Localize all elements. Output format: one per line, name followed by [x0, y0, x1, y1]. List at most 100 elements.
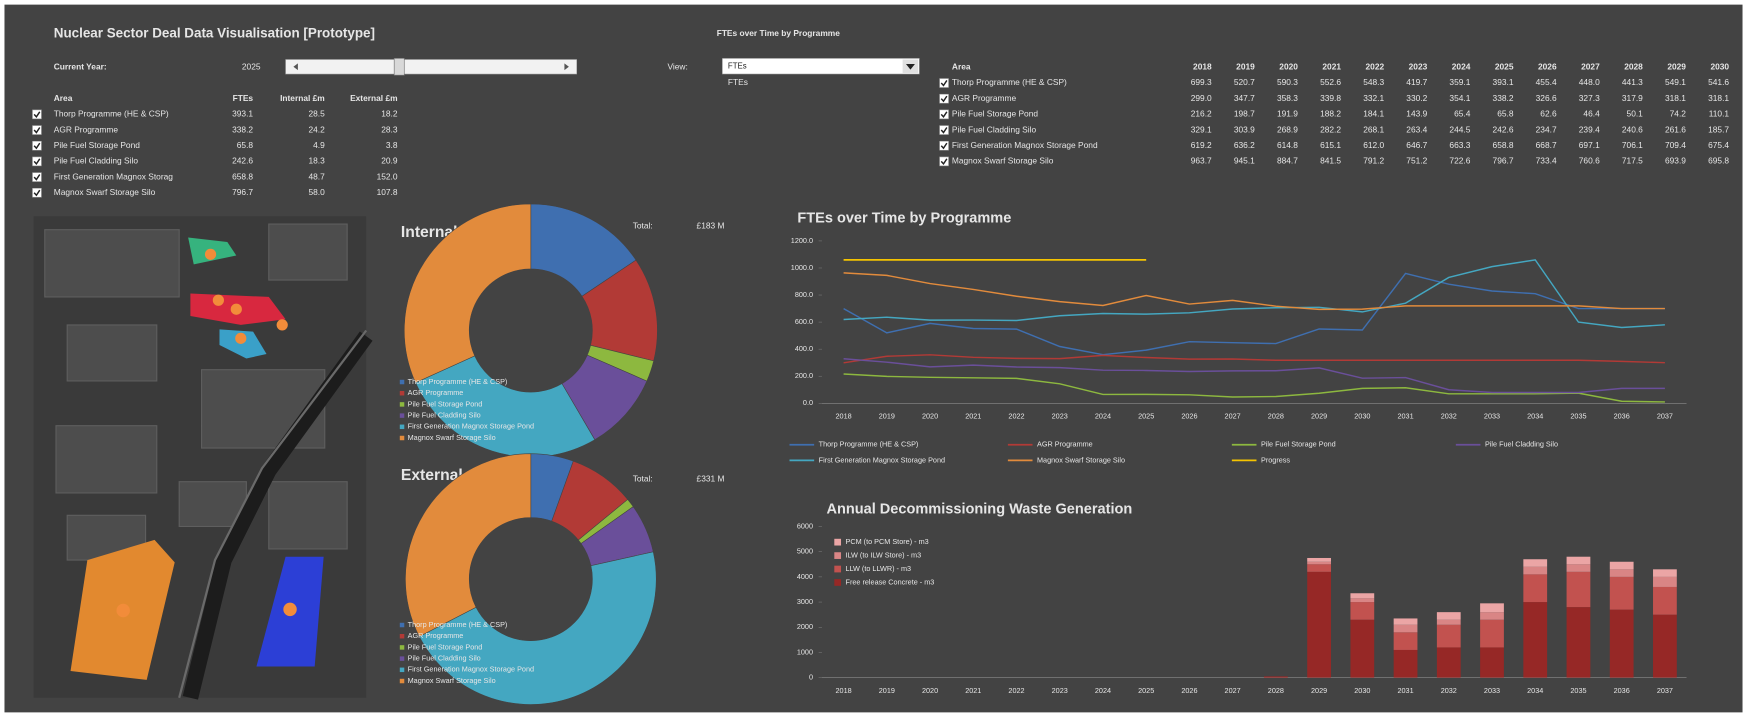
table-cell: 65.4: [1454, 109, 1471, 119]
checkbox[interactable]: [940, 79, 949, 88]
year-slider[interactable]: [286, 59, 577, 74]
checkbox[interactable]: [32, 173, 41, 182]
table-cell: 520.7: [1234, 77, 1255, 87]
view-dropdown[interactable]: [722, 58, 919, 74]
legend-swatch: [400, 413, 404, 417]
checkbox[interactable]: [940, 94, 949, 103]
table-cell: 796.7: [1493, 156, 1514, 166]
table-cell: 332.1: [1363, 93, 1384, 103]
page-title: Nuclear Sector Deal Data Visualisation […: [54, 25, 375, 40]
bar-segment: [1567, 557, 1591, 565]
table-header: 2024: [1452, 62, 1471, 72]
bar-segment: [1394, 618, 1418, 624]
table-cell: 695.8: [1708, 156, 1729, 166]
x-tick-label: 2030: [1354, 412, 1370, 421]
bar-segment: [1610, 569, 1634, 577]
legend-label: AGR Programme: [1037, 440, 1093, 449]
table-cell: 242.6: [1493, 124, 1514, 134]
bar-segment: [1610, 610, 1634, 678]
table-cell: 46.4: [1583, 109, 1600, 119]
row-label: Pile Fuel Storage Pond: [952, 109, 1038, 119]
table-cell: 261.6: [1665, 124, 1686, 134]
site-map: [34, 216, 367, 698]
x-tick-label: 2020: [922, 412, 938, 421]
bar-segment: [1350, 593, 1374, 598]
legend-label: PCM (to PCM Store) - m3: [846, 537, 929, 546]
table-header: FTEs: [233, 93, 254, 103]
checkbox[interactable]: [940, 110, 949, 119]
legend-label: Thorp Programme (HE & CSP): [408, 377, 508, 386]
bar-segment: [1350, 602, 1374, 620]
table-cell: 330.2: [1406, 93, 1427, 103]
slider-thumb[interactable]: [394, 58, 404, 75]
x-tick-label: 2020: [922, 686, 938, 695]
bar-segment: [1567, 572, 1591, 607]
table-cell: 796.7: [232, 187, 253, 197]
legend-swatch: [400, 436, 404, 440]
total-value: £183 M: [697, 221, 725, 231]
x-tick-label: 2018: [836, 412, 852, 421]
y-tick-label: 0: [809, 673, 813, 682]
table-cell: 393.1: [1493, 77, 1514, 87]
x-tick-label: 2022: [1008, 686, 1024, 695]
table-cell: 329.1: [1191, 124, 1212, 134]
x-tick-label: 2035: [1570, 412, 1586, 421]
legend-swatch: [400, 645, 404, 649]
x-tick-label: 2037: [1657, 412, 1673, 421]
x-tick-label: 2021: [965, 412, 981, 421]
legend-label: Thorp Programme (HE & CSP): [819, 440, 919, 449]
checkbox[interactable]: [32, 188, 41, 197]
table-cell: 675.4: [1708, 140, 1729, 150]
x-tick-label: 2023: [1052, 686, 1068, 695]
x-tick-label: 2018: [836, 686, 852, 695]
x-tick-label: 2034: [1527, 412, 1543, 421]
row-label: First Generation Magnox Storage Pond: [952, 140, 1098, 150]
bar-segment: [1567, 564, 1591, 572]
table-cell: 354.1: [1449, 93, 1470, 103]
legend-swatch: [400, 656, 404, 660]
checkbox[interactable]: [32, 110, 41, 119]
x-tick-label: 2019: [879, 412, 895, 421]
y-tick-label: 400.0: [795, 344, 813, 353]
table-cell: 317.9: [1622, 93, 1643, 103]
legend-swatch: [400, 679, 404, 683]
legend-label: First Generation Magnox Storage Pond: [819, 455, 945, 464]
x-tick-label: 2031: [1397, 686, 1413, 695]
table-cell: 299.0: [1191, 93, 1212, 103]
bar-segment: [1437, 647, 1461, 677]
table-cell: 327.3: [1579, 93, 1600, 103]
legend-label: Thorp Programme (HE & CSP): [408, 620, 508, 629]
legend-label: Pile Fuel Cladding Silo: [408, 411, 481, 420]
table-cell: 326.6: [1536, 93, 1557, 103]
x-tick-label: 2028: [1268, 686, 1284, 695]
table-cell: 548.3: [1363, 77, 1384, 87]
checkbox[interactable]: [940, 126, 949, 135]
checkbox[interactable]: [940, 141, 949, 150]
y-tick-label: 4000: [797, 572, 813, 581]
table-cell: 552.6: [1320, 77, 1341, 87]
bar-segment: [1610, 577, 1634, 610]
table-cell: 338.2: [1493, 93, 1514, 103]
table-cell: 549.1: [1665, 77, 1686, 87]
checkbox[interactable]: [32, 141, 41, 150]
checkbox[interactable]: [32, 126, 41, 135]
table-cell: 50.1: [1627, 109, 1644, 119]
x-tick-label: 2034: [1527, 686, 1543, 695]
checkbox[interactable]: [940, 157, 949, 166]
table-cell: 697.1: [1579, 140, 1600, 150]
table-cell: 20.9: [381, 156, 398, 166]
legend-swatch: [834, 566, 841, 573]
table-cell: 590.3: [1277, 77, 1298, 87]
table-cell: 347.7: [1234, 93, 1255, 103]
bar-segment: [1437, 625, 1461, 648]
table-cell: 74.2: [1670, 109, 1687, 119]
bar-segment: [1307, 564, 1331, 572]
legend-label: AGR Programme: [408, 631, 464, 640]
table-cell: 760.6: [1579, 156, 1600, 166]
chart-title: FTEs over Time by Programme: [797, 210, 1011, 226]
checkbox[interactable]: [32, 157, 41, 166]
table-cell: 709.4: [1665, 140, 1686, 150]
row-label: Pile Fuel Storage Pond: [54, 140, 140, 150]
row-label: First Generation Magnox Storag: [54, 171, 174, 181]
table-cell: 646.7: [1406, 140, 1427, 150]
